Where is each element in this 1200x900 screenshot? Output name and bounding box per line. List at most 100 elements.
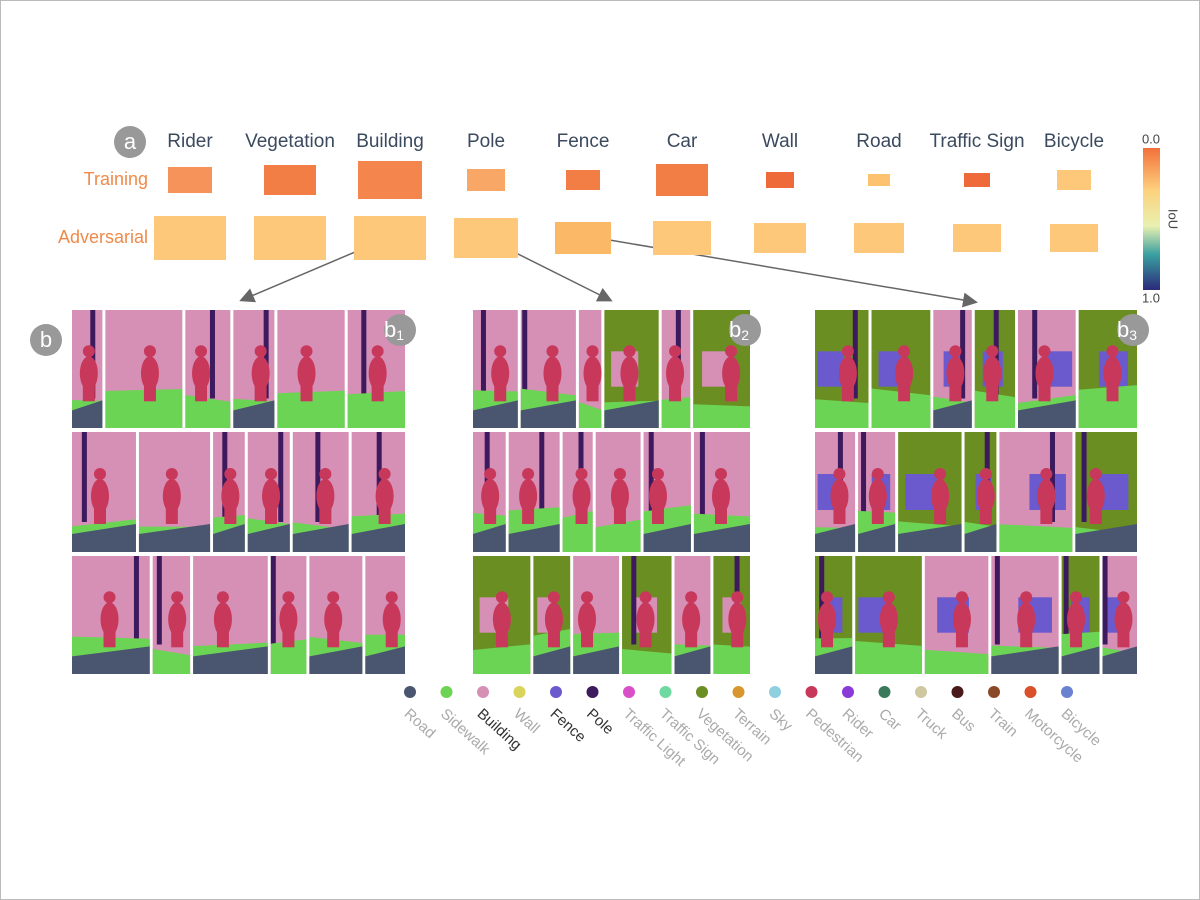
thumb-ped-head [371,345,384,358]
legend-swatch [769,686,781,698]
thumbnail [562,432,593,552]
badge-label: b2 [729,317,749,343]
thumbnail [520,310,576,428]
thumb-pole [1049,432,1055,522]
thumbnail [661,310,691,428]
thumb-ped-head [841,345,854,358]
thumb-legs [1040,508,1053,524]
thumb-ped-body [251,356,270,391]
thumb-pole [539,432,545,522]
thumb-legs [484,508,497,524]
thumb-legs [623,385,636,402]
thumb-ped-body [262,479,281,513]
thumb-ped-body [648,479,667,513]
thumb-ped-head [495,591,508,604]
legend-swatch [550,686,562,698]
thumb-legs [93,508,106,524]
thumb-legs [871,508,884,524]
column-label: Vegetation [245,131,335,152]
thumb-ped-body [830,479,849,513]
thumb-ped-body [895,356,914,391]
thumb-ped-head [986,345,999,358]
thumbnail [473,310,518,428]
badge-sub: 3 [1129,327,1137,343]
thumbnail [855,556,922,674]
thumb-ped-body [868,479,887,513]
thumb-ped-body [682,602,701,637]
thumb-ped-head [265,468,278,480]
thumb-sidewalk [815,399,869,428]
badge-letter: b [384,317,396,342]
thumb-sidewalk [270,639,307,674]
thumb-ped-body [952,602,971,637]
thumb-ped-body [879,602,898,637]
thumb-legs [254,385,267,402]
thumb-ped-head [1038,345,1051,358]
legend-swatch [623,686,635,698]
thumb-legs [685,631,698,648]
thumb-pole [480,310,486,399]
thumb-ped-head [714,468,727,480]
thumb-sidewalk [105,388,183,428]
thumb-ped-body [481,479,500,513]
thumb-ped-head [623,345,636,358]
thumb-sidewalk [661,397,691,428]
thumb-ped-head [300,345,313,358]
colorbar [1143,148,1160,290]
badge [114,126,146,158]
thumb-ped-body [817,602,836,637]
thumb-road [674,646,711,674]
thumb-road [193,646,268,674]
thumb-pole [81,432,87,522]
legend-swatch [659,686,672,698]
thumb-road [815,646,853,674]
thumb-legs [841,385,854,402]
thumb-road [604,400,659,428]
thumbnail [595,432,641,552]
thumbnail [473,432,506,552]
thumb-pole [631,556,637,645]
thumb-sidewalk [974,390,1016,428]
thumb-ped-head [820,591,833,604]
thumbnail [533,556,571,674]
thumb-ped-body [572,479,591,513]
thumb-ped-head [195,345,208,358]
thumb-legs [581,631,594,648]
thumb-ped-body [492,602,511,637]
thumb-ped-head [725,345,738,358]
thumb-road [473,524,506,552]
thumb-ped-head [685,591,698,604]
thumb-legs [103,631,116,648]
thumb-ped-body [90,479,109,513]
adversarial-glyph [653,221,711,255]
colorbar-title: IoU [1166,209,1181,229]
thumb-ped-body [368,356,387,391]
thumbnail [933,310,972,428]
thumb-pole [278,432,284,522]
row-label: Training [84,169,148,189]
thumbnail [105,310,183,428]
training-glyph [1057,170,1091,190]
legend-swatch [878,686,891,698]
thumb-legs [216,631,229,648]
thumb-sidewalk [924,649,989,674]
thumbnail [365,556,405,674]
legend-swatch [1061,686,1073,698]
training-glyph [358,161,422,199]
column-label: Wall [762,131,798,152]
thumb-legs [82,385,95,402]
thumb-ped-body [162,479,181,513]
thumb-ped-head [669,345,682,358]
thumb-ped-head [586,345,599,358]
legend-swatch [842,686,854,698]
thumb-ped-head [898,345,911,358]
thumb-sidewalk [693,404,750,428]
adversarial-glyph [754,223,806,253]
thumb-road [138,524,211,552]
thumb-ped-head [327,591,340,604]
thumb-legs [1106,385,1119,402]
column-label: Building [356,131,424,152]
adversarial-glyph [454,218,518,258]
legend-swatch [696,686,708,698]
thumbnail [213,432,245,552]
